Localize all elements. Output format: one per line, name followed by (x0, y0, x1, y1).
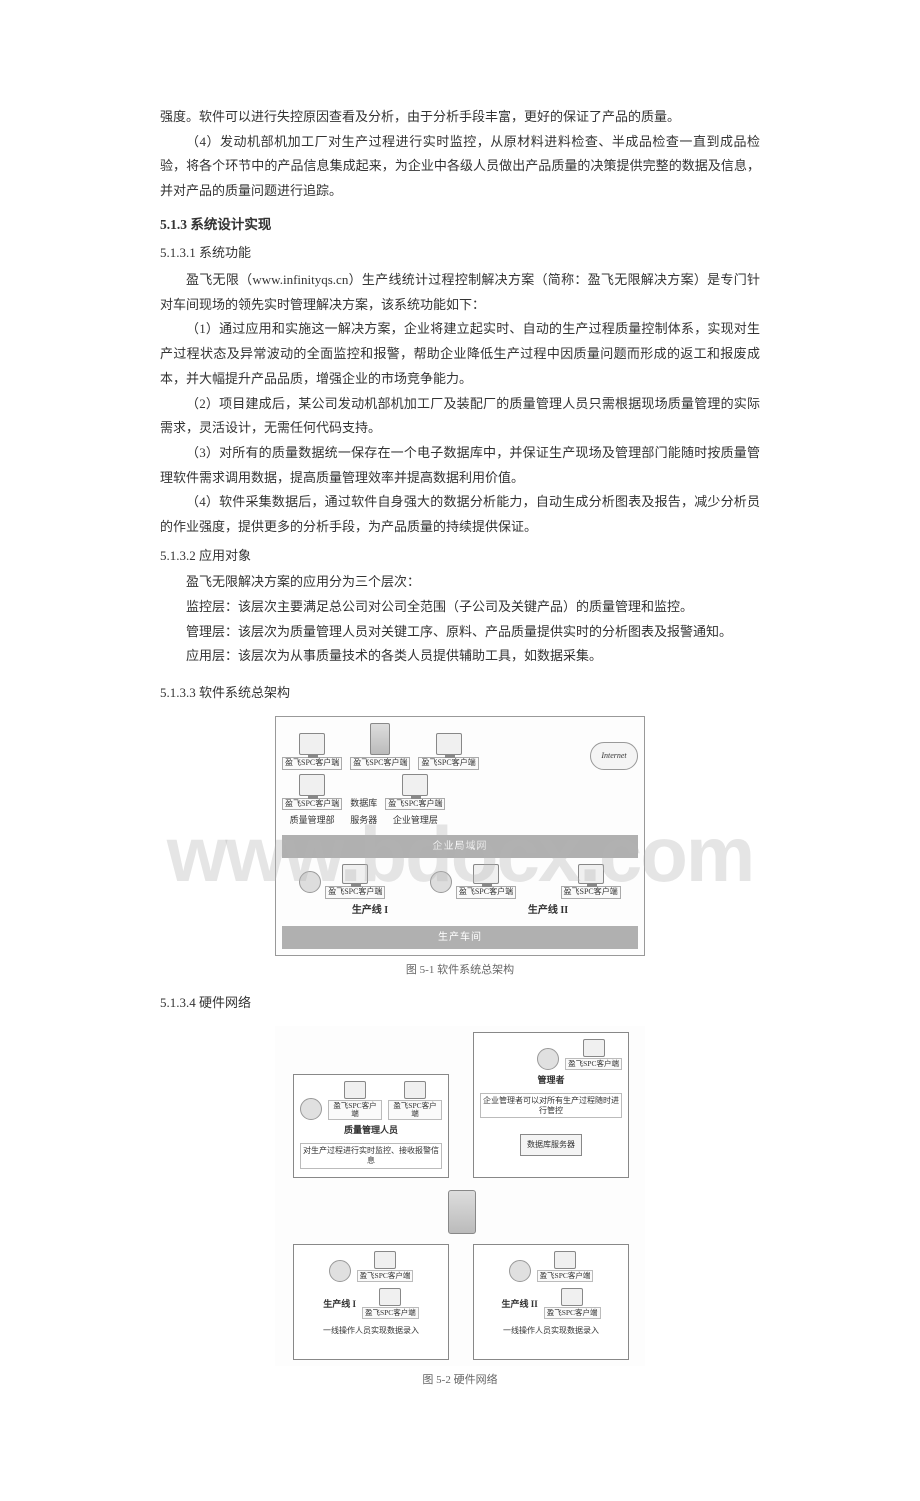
client-label: 盈飞SPC客户端 (537, 1270, 594, 1282)
worker-icon (430, 871, 452, 893)
note-label: 一线操作人员实现数据录入 (480, 1323, 622, 1338)
hardware-network-diagram: 盈飞SPC客户端 盈飞SPC客户端 质量管理人员 对生产过程进行实时监控、接收报… (275, 1026, 645, 1366)
document-page: 强度。软件可以进行失控原因查看及分析，由于分析手段丰富，更好的保证了产品的质量。… (0, 0, 920, 1501)
production-line-label: 生产线 I (352, 901, 388, 920)
client-label: 盈飞SPC客户端 (362, 1307, 419, 1319)
client-label: 盈飞SPC客户端 (388, 1100, 442, 1121)
role-label: 质量管理部 (290, 812, 335, 829)
client-icon (436, 733, 462, 755)
pc-icon (554, 1251, 576, 1269)
pc-icon (404, 1081, 426, 1099)
pc-icon (578, 864, 604, 884)
client-icon (402, 774, 428, 796)
client-label: 盈飞SPC客户端 (385, 798, 445, 811)
pc-icon (583, 1039, 605, 1057)
paragraph: （1）通过应用和实施这一解决方案，企业将建立起实时、自动的生产过程质量控制体系，… (160, 317, 760, 391)
paragraph: 盈飞无限（www.infinityqs.cn）生产线统计过程控制解决方案（简称：… (160, 268, 760, 317)
pc-icon (379, 1288, 401, 1306)
paragraph: 监控层：该层次主要满足总公司对公司全范围（子公司及关键产品）的质量管理和监控。 (160, 595, 760, 620)
client-label: 盈飞SPC客户端 (325, 886, 385, 899)
paragraph: （3）对所有的质量数据统一保存在一个电子数据库中，并保证生产现场及管理部门能随时… (160, 441, 760, 490)
note-label: 对生产过程进行实时监控、接收报警信息 (300, 1143, 442, 1168)
client-label: 盈飞SPC客户端 (328, 1100, 382, 1121)
server-icon (448, 1190, 476, 1234)
client-icon (299, 733, 325, 755)
pc-icon (374, 1251, 396, 1269)
client-label: 盈飞SPC客户端 (357, 1270, 414, 1282)
worker-icon (299, 871, 321, 893)
client-label: 盈飞SPC客户端 (544, 1307, 601, 1319)
server-icon (370, 723, 390, 755)
client-label: 盈飞SPC客户端 (282, 757, 342, 770)
paragraph: 管理层：该层次为质量管理人员对关键工序、原料、产品质量提供实时的分析图表及报警通… (160, 620, 760, 645)
role-label: 企业管理层 (393, 812, 438, 829)
figure-caption: 图 5-1 软件系统总架构 (160, 960, 760, 981)
production-line-label: 生产线 II (528, 901, 568, 920)
section-heading-5131: 5.1.3.1 系统功能 (160, 241, 760, 266)
paragraph: （4）软件采集数据后，通过软件自身强大的数据分析能力，自动生成分析图表及报告，减… (160, 490, 760, 539)
paragraph: （2）项目建成后，某公司发动机部机加工厂及装配厂的质量管理人员只需根据现场质量管… (160, 392, 760, 441)
pc-icon (473, 864, 499, 884)
role-label: 数据库 服务器 (350, 795, 377, 829)
figure-5-2: 盈飞SPC客户端 盈飞SPC客户端 质量管理人员 对生产过程进行实时监控、接收报… (160, 1026, 760, 1391)
note-label: 企业管理者可以对所有生产过程随时进行管控 (480, 1093, 622, 1118)
client-label: 盈飞SPC客户端 (456, 886, 516, 899)
client-label: 盈飞SPC客户端 (565, 1058, 622, 1070)
pc-icon (344, 1081, 366, 1099)
internet-cloud-icon: Internet (590, 742, 638, 770)
figure-caption: 图 5-2 硬件网络 (160, 1370, 760, 1391)
client-label: 盈飞SPC客户端 (350, 757, 410, 770)
paragraph: 强度。软件可以进行失控原因查看及分析，由于分析手段丰富，更好的保证了产品的质量。 (160, 105, 760, 130)
section-heading-5134: 5.1.3.4 硬件网络 (160, 991, 760, 1016)
person-icon (537, 1048, 559, 1070)
paragraph: （4）发动机部机加工厂对生产过程进行实时监控，从原材料进料检查、半成品检查一直到… (160, 130, 760, 204)
role-label: 质量管理人员 (300, 1122, 442, 1139)
section-heading-5133: 5.1.3.3 软件系统总架构 (160, 681, 760, 706)
lan-bar: 企业局域网 (282, 835, 638, 858)
figure-5-1: 盈飞SPC客户端 盈飞SPC客户端 盈飞SPC客户端 Internet 盈飞SP… (160, 716, 760, 981)
db-server-badge: 数据库服务器 (520, 1134, 582, 1155)
section-heading-513: 5.1.3 系统设计实现 (160, 212, 760, 238)
client-icon (299, 774, 325, 796)
client-label: 盈飞SPC客户端 (282, 798, 342, 811)
production-line-label: 生产线 II (501, 1296, 537, 1313)
qm-box: 盈飞SPC客户端 盈飞SPC客户端 质量管理人员 对生产过程进行实时监控、接收报… (293, 1074, 449, 1178)
workshop-bar: 生产车间 (282, 926, 638, 949)
note-label: 一线操作人员实现数据录入 (300, 1323, 442, 1338)
client-label: 盈飞SPC客户端 (561, 886, 621, 899)
client-label: 盈飞SPC客户端 (418, 757, 478, 770)
software-architecture-diagram: 盈飞SPC客户端 盈飞SPC客户端 盈飞SPC客户端 Internet 盈飞SP… (275, 716, 645, 956)
paragraph: 应用层：该层次为从事质量技术的各类人员提供辅助工具，如数据采集。 (160, 644, 760, 669)
role-label: 管理者 (480, 1072, 622, 1089)
pc-icon (561, 1288, 583, 1306)
worker-icon (329, 1260, 351, 1282)
person-icon (300, 1098, 322, 1120)
paragraph: 盈飞无限解决方案的应用分为三个层次： (160, 570, 760, 595)
production-line-label: 生产线 I (323, 1296, 356, 1313)
manager-box: 盈飞SPC客户端 管理者 企业管理者可以对所有生产过程随时进行管控 数据库服务器 (473, 1032, 629, 1178)
worker-icon (509, 1260, 531, 1282)
section-heading-5132: 5.1.3.2 应用对象 (160, 544, 760, 569)
pc-icon (342, 864, 368, 884)
